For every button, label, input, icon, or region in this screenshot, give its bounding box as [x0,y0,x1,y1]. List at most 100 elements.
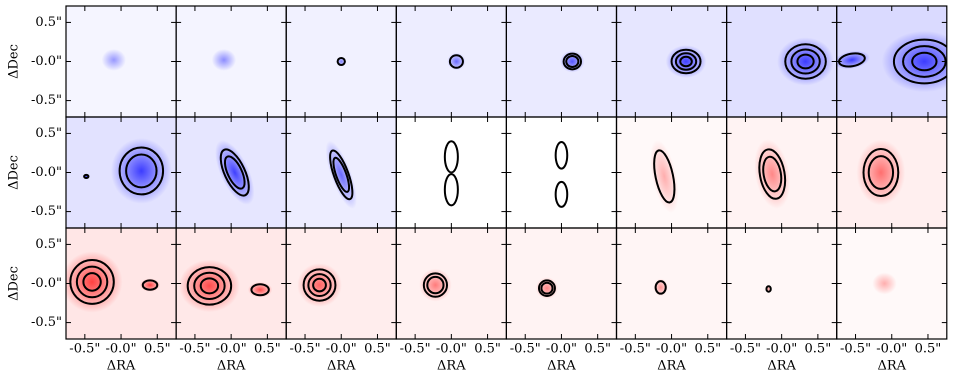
y-tick-label: -0.5" [31,93,62,108]
panel [872,272,897,295]
contour [540,281,554,295]
x-tick-label: -0.5" [840,342,871,357]
contour [219,148,250,197]
x-tick-label: 0.5" [254,342,281,357]
panel [650,139,679,213]
panel [506,6,617,117]
y-tick-label: -0.0" [31,54,62,69]
y-axis-label: ΔDec [7,155,22,190]
blob [836,50,870,70]
x-tick-label: 0.5" [694,342,721,357]
contour [654,280,667,295]
contour [83,173,90,179]
contour [679,55,693,68]
contour [141,279,159,291]
x-tick-label: 0.5" [144,342,171,357]
x-tick-label: -0.0" [326,342,357,357]
contour [302,268,337,302]
x-tick-label: -0.0" [436,342,467,357]
y-tick-label: -0.0" [31,276,62,291]
x-tick-label: 0.5" [805,342,832,357]
x-tick-label: -0.0" [546,342,577,357]
contour [193,271,226,300]
y-tick-label: 0.5" [35,15,62,30]
contour [250,283,270,297]
panel [66,6,177,117]
panel [506,228,617,339]
y-tick-label: -0.0" [31,165,62,180]
contour [186,266,233,306]
contour [862,148,900,197]
contour [565,55,580,68]
contour [911,51,938,72]
panel-bg [616,228,727,339]
contour [537,279,556,298]
panel [66,228,177,339]
y-tick-label: -0.5" [31,204,62,219]
x-axis-label: ΔRA [767,359,796,374]
panel [442,134,461,212]
x-axis-label: ΔRA [547,359,576,374]
panel [726,6,837,117]
contour [790,48,821,75]
contour [69,259,115,305]
contour [554,180,569,208]
contour [75,265,109,299]
x-tick-label: -0.0" [656,342,687,357]
panel [286,117,397,228]
contour [125,153,158,189]
contour [223,155,246,190]
panel-bg [726,228,837,339]
x-tick-label: -0.0" [876,342,907,357]
x-axis-label: ΔRA [327,359,356,374]
x-tick-label: 0.5" [474,342,501,357]
blob [754,139,791,209]
x-axis-label: ΔRA [437,359,466,374]
panel [176,117,287,228]
panel [396,6,507,117]
contour [562,52,583,71]
x-tick-label: 0.5" [584,342,611,357]
blob [872,272,897,295]
panel-bg [506,228,617,339]
contour [653,149,676,204]
contour [892,38,947,85]
contour [336,56,346,67]
panel [616,6,727,117]
y-tick-label: 0.5" [35,126,62,141]
contour [867,155,895,190]
contour [758,148,787,200]
x-tick-label: -0.0" [216,342,247,357]
panel [396,228,507,339]
x-tick-label: -0.5" [510,342,541,357]
contour [838,52,866,68]
contour [674,52,698,71]
panel [836,117,947,228]
contour [443,173,459,207]
blob [215,140,255,205]
y-axis-label: ΔDec [7,44,22,79]
contour [307,273,332,298]
x-tick-label: -0.5" [400,342,431,357]
contour [670,48,702,75]
contour [332,156,351,193]
panel [726,117,837,228]
x-tick-label: 0.5" [915,342,942,357]
x-tick-label: -0.5" [69,342,100,357]
y-tick-label: -0.5" [31,315,62,330]
contour [765,285,772,293]
blob [211,48,237,71]
x-tick-label: -0.5" [290,342,321,357]
x-axis-label: ΔRA [107,359,136,374]
x-tick-label: -0.0" [106,342,137,357]
x-axis-label: ΔRA [217,359,246,374]
x-axis-label: ΔRA [657,359,686,374]
panel [616,228,727,339]
blob [325,140,357,209]
blob [101,48,126,71]
panel [176,6,287,117]
blob [650,139,679,213]
panel [553,136,570,212]
contour [118,146,165,196]
